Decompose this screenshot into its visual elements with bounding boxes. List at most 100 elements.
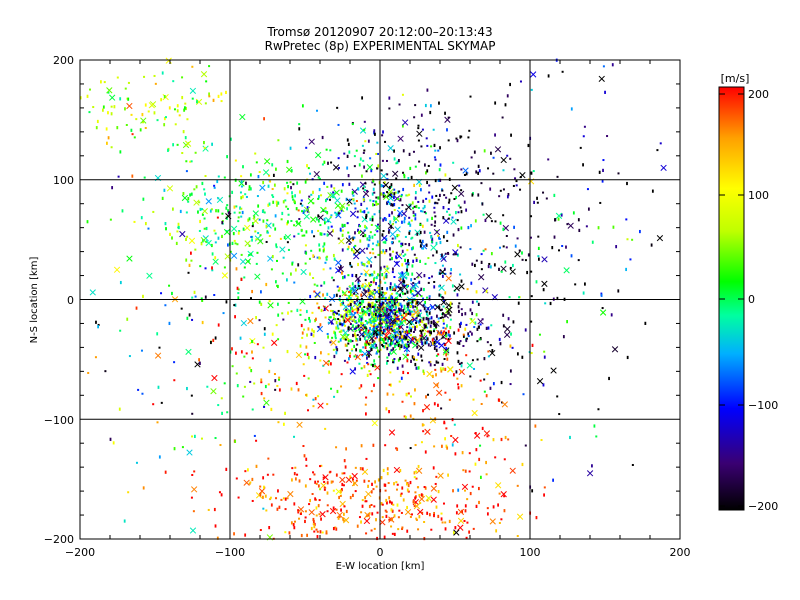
data-point <box>528 144 530 147</box>
data-point <box>346 349 348 351</box>
data-point-cross <box>612 347 618 353</box>
data-point-cross <box>599 76 605 82</box>
data-point <box>499 247 501 249</box>
data-point <box>201 182 203 185</box>
data-point <box>283 497 285 499</box>
data-point <box>172 143 174 146</box>
data-point <box>598 226 600 229</box>
data-point <box>574 283 576 285</box>
data-point <box>188 272 190 274</box>
data-point <box>419 224 421 226</box>
data-point <box>249 185 251 188</box>
data-point <box>162 197 164 200</box>
data-point <box>368 480 370 482</box>
data-point <box>235 160 237 162</box>
data-point <box>435 476 437 478</box>
data-point <box>481 403 483 405</box>
data-point <box>186 387 188 390</box>
data-point-cross <box>222 273 228 279</box>
data-point <box>415 471 417 473</box>
data-point <box>257 232 259 234</box>
data-point <box>385 490 387 492</box>
data-point <box>363 480 365 483</box>
data-point <box>251 238 253 241</box>
data-point <box>513 320 515 323</box>
data-point <box>265 385 267 388</box>
data-point <box>268 526 270 529</box>
data-point <box>472 359 474 361</box>
data-point <box>459 273 461 275</box>
data-point <box>509 158 511 160</box>
data-point <box>617 172 619 174</box>
data-point <box>375 313 377 316</box>
data-point <box>194 435 196 438</box>
data-point <box>435 195 437 197</box>
data-point <box>363 198 365 201</box>
data-point <box>232 242 234 245</box>
data-point <box>349 352 351 354</box>
data-point <box>394 209 396 211</box>
data-point <box>414 388 416 391</box>
data-point <box>494 133 496 136</box>
data-point <box>424 163 426 166</box>
data-point <box>369 235 371 238</box>
data-point <box>324 262 326 264</box>
data-point <box>191 66 193 68</box>
data-point <box>428 184 430 186</box>
data-point <box>488 326 490 329</box>
data-point-cross <box>402 120 408 126</box>
data-point <box>354 207 356 209</box>
data-point <box>463 334 465 336</box>
data-point <box>407 372 409 374</box>
data-point <box>354 367 356 370</box>
data-point <box>308 167 310 169</box>
data-point-cross <box>258 239 264 245</box>
data-point <box>301 210 303 212</box>
data-point <box>365 458 367 460</box>
data-point <box>281 212 283 215</box>
data-point <box>263 117 265 120</box>
data-point-cross <box>372 420 378 426</box>
data-point <box>426 137 428 139</box>
data-point <box>313 531 315 533</box>
data-point <box>318 307 320 309</box>
data-point <box>291 262 293 265</box>
data-point <box>242 195 244 198</box>
data-point <box>360 318 362 321</box>
data-point <box>317 531 319 533</box>
data-point <box>293 235 295 237</box>
data-point <box>350 314 352 316</box>
data-point <box>494 456 496 458</box>
data-point <box>338 341 340 343</box>
data-point <box>393 196 395 199</box>
data-point <box>345 344 347 347</box>
data-point <box>359 302 361 304</box>
data-point <box>442 363 444 366</box>
data-point <box>311 312 313 314</box>
data-point <box>415 197 417 200</box>
data-point <box>420 145 422 147</box>
data-point <box>260 303 262 306</box>
data-point <box>448 202 450 204</box>
data-point <box>190 260 192 262</box>
data-point <box>457 351 459 354</box>
data-point <box>359 349 361 352</box>
data-point <box>498 268 500 271</box>
data-point <box>612 63 614 66</box>
data-point <box>247 468 249 471</box>
data-point <box>208 509 210 511</box>
data-point <box>392 533 394 535</box>
data-point <box>398 344 400 347</box>
data-point <box>145 127 147 129</box>
y-axis-label: N-S location [km] <box>29 257 40 344</box>
data-point <box>330 304 332 306</box>
data-point <box>485 219 487 222</box>
data-point <box>405 311 407 313</box>
data-point <box>296 474 298 476</box>
data-point <box>428 318 430 321</box>
data-point-cross <box>309 139 315 145</box>
data-point <box>410 360 412 363</box>
data-point <box>571 107 573 110</box>
data-point <box>480 182 482 184</box>
data-point <box>468 530 470 533</box>
